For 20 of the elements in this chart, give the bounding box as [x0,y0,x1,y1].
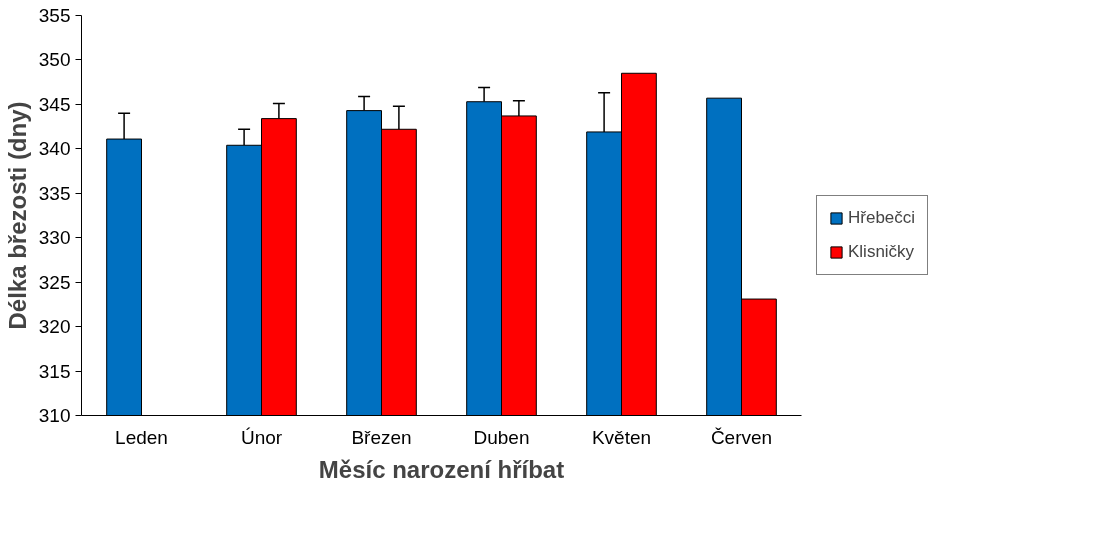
legend-label: Hřebečci [848,208,916,228]
legend-label: Klisničky [848,242,915,262]
y-axis-title: Délka březosti (dny) [3,101,31,330]
x-tick-label: Únor [240,426,283,448]
x-tick-label: Květen [591,426,652,448]
y-tick-label: 335 [38,182,71,204]
y-tick-label: 315 [38,360,71,382]
y-tick-label: 330 [38,227,71,249]
x-tick-label: Leden [115,426,168,448]
x-axis-title: Měsíc narození hříbat [318,455,565,483]
x-tick-label: Březen [351,426,412,448]
y-tick-label: 345 [38,93,71,115]
y-tick-label: 310 [38,405,71,426]
x-tick-label: Červen [710,426,773,448]
x-tick-label: Duben [473,426,530,448]
y-tick-label: 320 [38,316,71,338]
y-tick-label: 350 [38,49,71,71]
y-tick-label: 340 [38,138,71,160]
y-tick-label: 355 [38,5,71,26]
y-tick-label: 325 [38,271,71,293]
